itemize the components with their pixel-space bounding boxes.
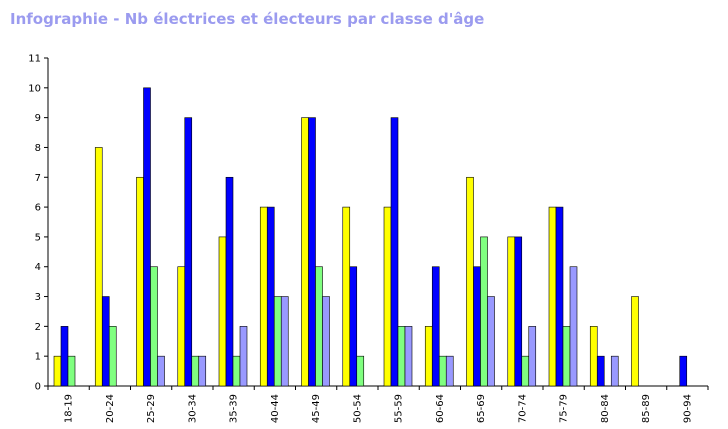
bar [631,296,639,387]
y-tick-label: 6 [35,203,41,214]
bar [239,326,248,387]
x-tick-label: 30-34 [187,394,198,423]
bar [315,266,323,387]
x-tick-label: 70-74 [517,394,528,423]
bar [445,355,454,387]
x-tick-label: 25-29 [146,394,157,423]
bar [266,206,275,387]
x-tick-label: 50-54 [352,394,363,423]
bar [136,176,144,387]
x-tick-label: 35-39 [229,394,240,423]
y-tick-label: 2 [35,322,41,333]
bar [232,355,241,387]
bar [424,326,433,387]
bar [273,296,282,387]
x-tick-label: 55-59 [394,394,405,423]
bar [431,266,440,387]
x-tick-label: 90-94 [682,394,693,423]
y-tick-label: 7 [35,173,41,184]
y-tick-label: 1 [35,352,41,363]
bar [528,326,537,387]
bar [555,206,564,387]
bar [108,326,117,387]
x-tick-label: 18-19 [64,394,75,423]
bar [349,266,358,387]
bar [184,117,193,387]
bar [397,326,406,387]
y-tick-label: 9 [35,113,41,124]
bar [356,355,365,387]
bar [191,355,200,387]
bar [548,206,557,387]
x-tick-label: 80-84 [600,394,611,423]
y-tick-label: 10 [28,83,41,94]
bar [473,266,481,387]
bar [569,266,578,387]
bar [218,236,227,387]
y-tick-label: 4 [35,262,41,273]
bar [322,296,330,387]
y-tick-label: 8 [35,143,41,154]
bar [177,266,186,387]
x-tick-label: 40-44 [270,394,281,423]
bar [60,326,69,387]
bar [507,236,516,387]
x-tick-label: 65-69 [476,394,487,423]
y-tick-label: 5 [35,232,41,243]
bar [301,117,309,387]
bar [383,206,392,387]
bar [67,355,76,387]
bar [679,355,688,387]
bar [259,206,268,387]
bar [225,176,234,387]
bar [94,147,103,387]
bar [53,355,62,387]
bar [562,326,571,387]
bar [157,355,165,387]
bar [610,355,619,387]
bar [150,266,158,387]
bar [596,355,605,387]
bar [514,236,523,387]
x-tick-label: 85-89 [641,394,652,423]
bar [342,206,351,387]
x-tick-label: 75-79 [559,394,570,423]
bar [466,176,474,387]
bar [198,355,207,387]
bar [589,326,598,387]
x-tick-label: 20-24 [105,394,116,423]
bar [390,117,399,387]
y-tick-label: 0 [35,382,41,393]
y-tick-label: 11 [28,54,41,65]
bar [438,355,447,387]
bar [404,326,413,387]
chart-title: Infographie - Nb électrices et électeurs… [10,10,485,28]
bar [280,296,289,387]
bar [143,87,151,387]
y-tick-label: 3 [35,292,41,303]
x-tick-label: 45-49 [311,394,322,423]
bar [480,236,488,387]
bar [487,296,495,387]
bar [308,117,316,387]
bar [521,355,530,387]
bar [101,296,110,387]
x-tick-label: 60-64 [435,394,446,423]
